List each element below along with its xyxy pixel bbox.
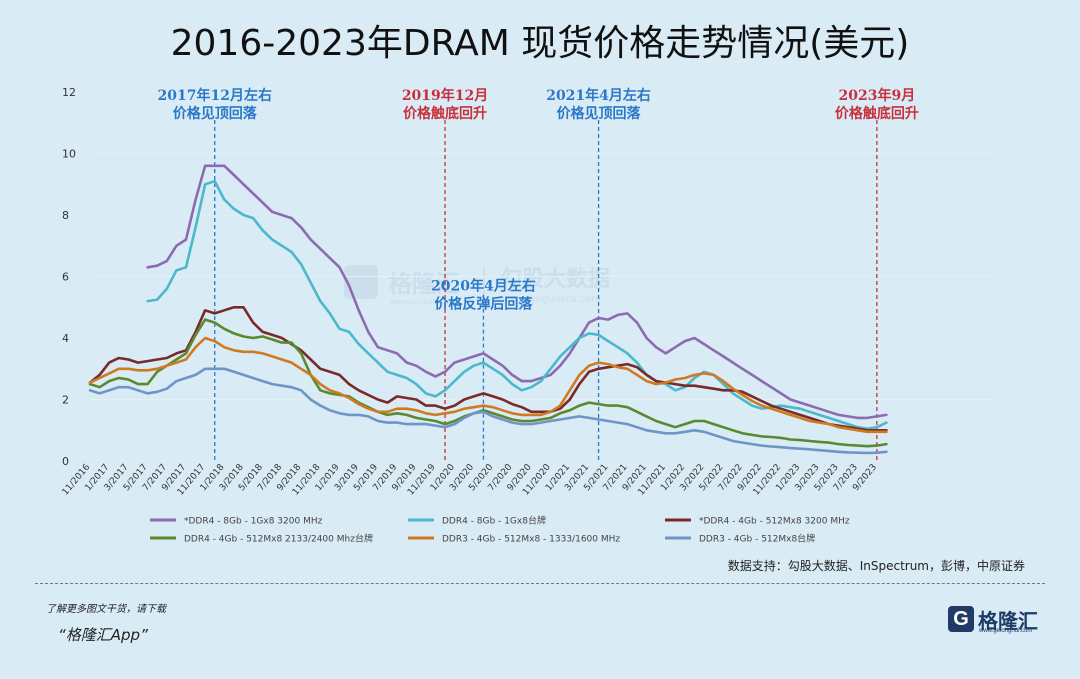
chart-title: 2016-2023年DRAM 现货价格走势情况(美元) bbox=[170, 23, 910, 64]
y-tick-label: 2 bbox=[62, 394, 69, 407]
y-tick-label: 4 bbox=[62, 332, 69, 345]
annotation-label: 2020年4月左右 bbox=[431, 278, 536, 295]
watermark-brand1: 格隆汇 bbox=[388, 270, 460, 298]
legend-label: *DDR4 - 4Gb - 512Mx8 3200 MHz bbox=[699, 517, 850, 527]
source-note: 数据支持：勾股大数据、InSpectrum，彭博，中原证券 bbox=[728, 558, 1025, 573]
logo-mark: G bbox=[948, 606, 974, 632]
series-line bbox=[146, 164, 888, 420]
logo-name: 格隆汇 bbox=[978, 609, 1038, 633]
legend-label: DDR3 - 4Gb - 512Mx8台牌 bbox=[699, 533, 815, 545]
footer-app: “格隆汇App” bbox=[58, 626, 148, 644]
footer-note: 了解更多图文干货，请下载 bbox=[46, 604, 166, 615]
annotation-label: 价格见顶回落 bbox=[173, 105, 258, 122]
y-tick-label: 10 bbox=[62, 148, 76, 161]
annotations: 2017年12月左右价格见顶回落2019年12月价格触底回升2020年4月左右价… bbox=[158, 87, 919, 461]
x-axis: 11/20161/20173/20175/20177/20179/201711/… bbox=[61, 462, 880, 497]
y-tick-label: 0 bbox=[62, 455, 69, 468]
legend-label: DDR4 - 8Gb - 1Gx8台牌 bbox=[442, 515, 546, 527]
watermark-brand2: 勾股大数据 bbox=[500, 266, 610, 292]
gelonghui-logo: G 格隆汇 www.gelonghui.com bbox=[948, 604, 1042, 636]
series-line bbox=[88, 336, 888, 434]
y-axis: 0 2 4 6 8 10 12 bbox=[62, 86, 76, 468]
watermark-brand2-url: www.gogudata.com bbox=[502, 294, 601, 305]
legend: *DDR4 - 8Gb - 1Gx8 3200 MHz DDR4 - 8Gb - … bbox=[150, 515, 850, 545]
y-tick-label: 6 bbox=[62, 271, 69, 284]
series-line bbox=[88, 306, 888, 432]
series-line bbox=[146, 179, 888, 430]
dram-price-chart: 格隆汇 www.gelonghui.com 勾股大数据 www.gogudata… bbox=[61, 86, 1025, 573]
annotation-label: 2021年4月左右 bbox=[546, 87, 651, 104]
watermark-brand1-url: www.gelonghui.com bbox=[390, 298, 461, 306]
watermark: 格隆汇 www.gelonghui.com 勾股大数据 www.gogudata… bbox=[344, 265, 610, 306]
annotation-label: 价格见顶回落 bbox=[557, 105, 642, 122]
annotation-label: 价格触底回升 bbox=[835, 105, 919, 122]
footer-divider bbox=[35, 583, 1045, 584]
legend-label: DDR4 - 4Gb - 512Mx8 2133/2400 Mhz台牌 bbox=[184, 533, 373, 545]
annotation-label: 价格触底回升 bbox=[403, 105, 487, 122]
annotation-label: 2023年9月 bbox=[838, 87, 915, 104]
legend-label: *DDR4 - 8Gb - 1Gx8 3200 MHz bbox=[184, 517, 323, 527]
watermark-logo-mark bbox=[344, 265, 378, 299]
gridlines bbox=[90, 91, 992, 462]
y-tick-label: 12 bbox=[62, 86, 76, 99]
annotation-label: 2019年12月 bbox=[402, 87, 488, 104]
series-line bbox=[88, 318, 888, 448]
logo-url: www.gelonghui.com bbox=[979, 628, 1033, 634]
annotation-label: 价格反弹后回落 bbox=[434, 296, 533, 313]
legend-label: DDR3 - 4Gb - 512Mx8 - 1333/1600 MHz bbox=[442, 535, 620, 545]
series-lines bbox=[88, 164, 888, 455]
series-line bbox=[88, 367, 888, 455]
annotation-label: 2017年12月左右 bbox=[158, 87, 272, 104]
y-tick-label: 8 bbox=[62, 209, 69, 222]
